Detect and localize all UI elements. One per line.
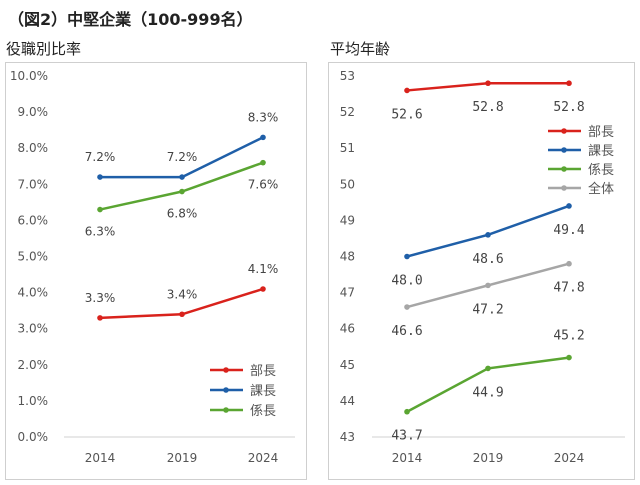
age-data-label: 52.8 bbox=[472, 100, 503, 115]
ratio-data-label: 6.3% bbox=[85, 225, 116, 239]
ratio-y-tick: 6.0% bbox=[18, 213, 49, 227]
ratio-y-tick: 5.0% bbox=[18, 250, 49, 264]
age-x-tick: 2014 bbox=[392, 451, 423, 465]
ratio-y-tick: 9.0% bbox=[18, 105, 49, 119]
age-data-point bbox=[566, 354, 572, 361]
age-legend-label: 係長 bbox=[588, 163, 614, 178]
age-y-tick: 50 bbox=[340, 177, 355, 191]
ratio-y-tick: 3.0% bbox=[18, 322, 49, 336]
ratio-legend-marker bbox=[223, 367, 229, 373]
ratio-y-tick: 1.0% bbox=[18, 394, 49, 408]
age-data-label: 44.9 bbox=[472, 385, 503, 400]
age-legend-marker bbox=[561, 128, 567, 134]
ratio-data-label: 7.6% bbox=[248, 178, 279, 192]
ratio-y-tick: 10.0% bbox=[10, 69, 48, 83]
age-data-point bbox=[404, 304, 410, 310]
ratio-legend-marker bbox=[223, 407, 229, 413]
age-y-tick: 49 bbox=[340, 213, 355, 227]
age-legend-label: 全体 bbox=[588, 181, 614, 197]
age-y-tick: 53 bbox=[340, 69, 355, 83]
age-series-line bbox=[406, 204, 570, 258]
age-chart-title: 平均年齢 bbox=[330, 40, 391, 58]
age-data-point bbox=[566, 260, 572, 267]
ratio-y-tick: 2.0% bbox=[18, 358, 49, 372]
ratio-data-point bbox=[260, 286, 266, 292]
age-data-point bbox=[566, 80, 572, 87]
ratio-data-point bbox=[260, 134, 266, 141]
age-data-label: 47.2 bbox=[472, 302, 503, 317]
ratio-chart-frame bbox=[5, 62, 307, 480]
age-legend-marker bbox=[561, 185, 567, 191]
ratio-data-label: 4.1% bbox=[248, 262, 279, 276]
age-x-tick: 2019 bbox=[473, 451, 504, 465]
ratio-data-label: 7.2% bbox=[85, 150, 116, 164]
ratio-data-point bbox=[179, 188, 185, 195]
ratio-legend-marker bbox=[223, 387, 229, 393]
ratio-data-point bbox=[97, 206, 103, 213]
ratio-y-tick: 8.0% bbox=[18, 141, 49, 155]
age-data-point bbox=[404, 87, 410, 94]
ratio-data-point bbox=[97, 174, 103, 180]
figure-title: （図2）中堅企業（100-999名） bbox=[8, 10, 253, 29]
age-data-point bbox=[485, 80, 491, 87]
ratio-y-tick: 7.0% bbox=[18, 177, 49, 191]
age-chart-frame bbox=[328, 62, 635, 480]
age-data-label: 48.0 bbox=[391, 274, 422, 289]
age-data-label: 45.2 bbox=[553, 329, 584, 344]
age-data-label: 46.6 bbox=[391, 324, 422, 339]
age-y-tick: 51 bbox=[340, 141, 355, 155]
ratio-data-point bbox=[179, 311, 185, 318]
age-data-label: 48.6 bbox=[472, 252, 503, 267]
ratio-legend-label: 部長 bbox=[250, 364, 276, 379]
age-y-tick: 45 bbox=[340, 358, 355, 372]
ratio-legend-label: 課長 bbox=[250, 383, 276, 399]
ratio-series-line bbox=[99, 161, 264, 211]
age-legend-marker bbox=[561, 147, 567, 153]
age-data-point bbox=[485, 282, 491, 289]
age-y-tick: 46 bbox=[340, 322, 355, 336]
ratio-data-label: 8.3% bbox=[248, 110, 279, 124]
age-data-label: 43.7 bbox=[391, 429, 422, 444]
ratio-data-label: 7.2% bbox=[167, 150, 198, 164]
ratio-data-label: 6.8% bbox=[167, 207, 198, 221]
age-data-point bbox=[485, 365, 491, 372]
ratio-y-tick: 0.0% bbox=[18, 430, 49, 444]
age-data-point bbox=[566, 203, 572, 209]
ratio-data-point bbox=[260, 159, 266, 166]
ratio-chart-title: 役職別比率 bbox=[6, 40, 82, 58]
age-data-point bbox=[404, 408, 410, 415]
age-y-tick: 43 bbox=[340, 430, 355, 444]
ratio-data-label: 3.3% bbox=[85, 291, 116, 305]
ratio-data-point bbox=[179, 174, 185, 180]
age-data-label: 47.8 bbox=[553, 281, 584, 296]
ratio-x-tick: 2019 bbox=[167, 451, 198, 465]
ratio-data-label: 3.4% bbox=[167, 287, 198, 301]
age-data-point bbox=[404, 253, 410, 260]
age-data-label: 52.8 bbox=[553, 100, 584, 115]
ratio-y-tick: 4.0% bbox=[18, 286, 49, 300]
age-data-label: 52.6 bbox=[391, 107, 422, 122]
age-legend-marker bbox=[561, 166, 567, 172]
age-y-tick: 44 bbox=[340, 394, 355, 408]
age-data-point bbox=[485, 232, 491, 238]
ratio-x-tick: 2014 bbox=[85, 451, 116, 465]
age-y-tick: 48 bbox=[340, 250, 355, 264]
age-x-tick: 2024 bbox=[554, 451, 585, 465]
age-y-tick: 52 bbox=[340, 105, 355, 119]
ratio-legend-label: 係長 bbox=[250, 404, 276, 419]
age-legend-label: 課長 bbox=[588, 143, 614, 159]
age-y-tick: 47 bbox=[340, 286, 355, 300]
ratio-data-point bbox=[97, 315, 103, 321]
age-data-label: 49.4 bbox=[553, 223, 584, 238]
age-legend-label: 部長 bbox=[588, 125, 614, 140]
ratio-x-tick: 2024 bbox=[248, 451, 279, 465]
